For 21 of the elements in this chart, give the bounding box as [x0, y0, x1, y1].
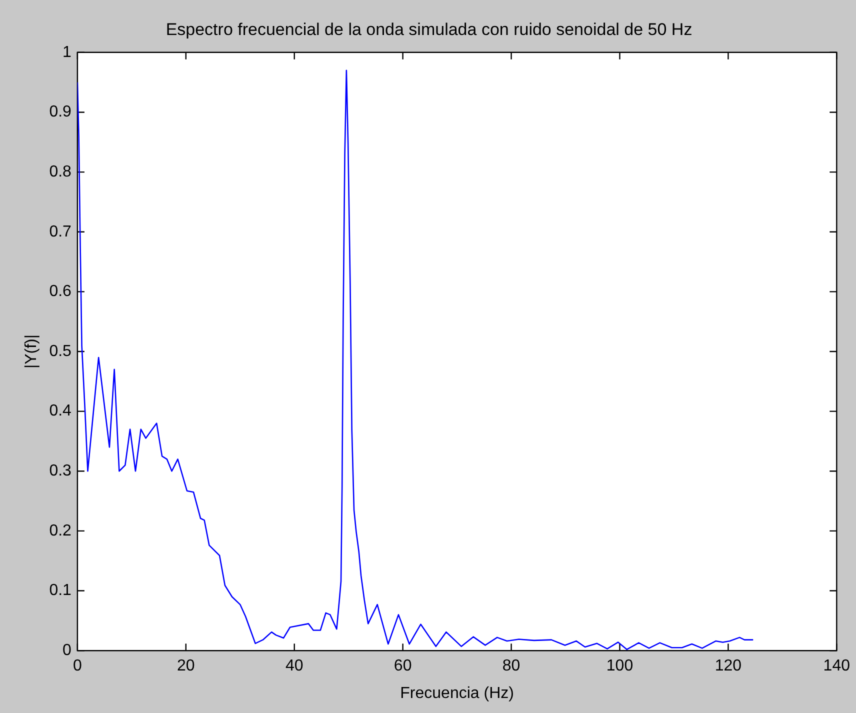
x-tick-label: 120 [714, 658, 742, 675]
y-tick-label: 0.1 [49, 582, 72, 600]
y-tick-label: 0.5 [49, 342, 72, 360]
x-axis-title: Frecuencia (Hz) [400, 684, 514, 702]
y-tick-label: 0.6 [49, 283, 72, 300]
chart-title: Espectro frecuencial de la onda simulada con ruido senoidal de 50 Hz [166, 20, 692, 39]
y-tick-label: 0.7 [49, 223, 72, 240]
y-tick-label: 0.8 [49, 163, 72, 180]
x-tick-label: 140 [823, 658, 850, 675]
y-tick-label: 0.9 [49, 104, 72, 121]
x-tick-label: 100 [606, 658, 634, 675]
x-tick-label: 20 [177, 658, 195, 675]
x-tick-label: 40 [285, 658, 304, 675]
y-axis-title: |Y(f)| [23, 334, 40, 369]
y-tick-label: 0 [62, 642, 72, 660]
y-tick-label: 1 [62, 44, 72, 61]
x-tick-label: 80 [502, 658, 520, 675]
y-tick-label: 0.3 [49, 462, 72, 480]
x-tick-label: 60 [394, 658, 412, 675]
y-tick-label: 0.2 [49, 522, 72, 540]
y-tick-label: 0.4 [49, 402, 72, 420]
